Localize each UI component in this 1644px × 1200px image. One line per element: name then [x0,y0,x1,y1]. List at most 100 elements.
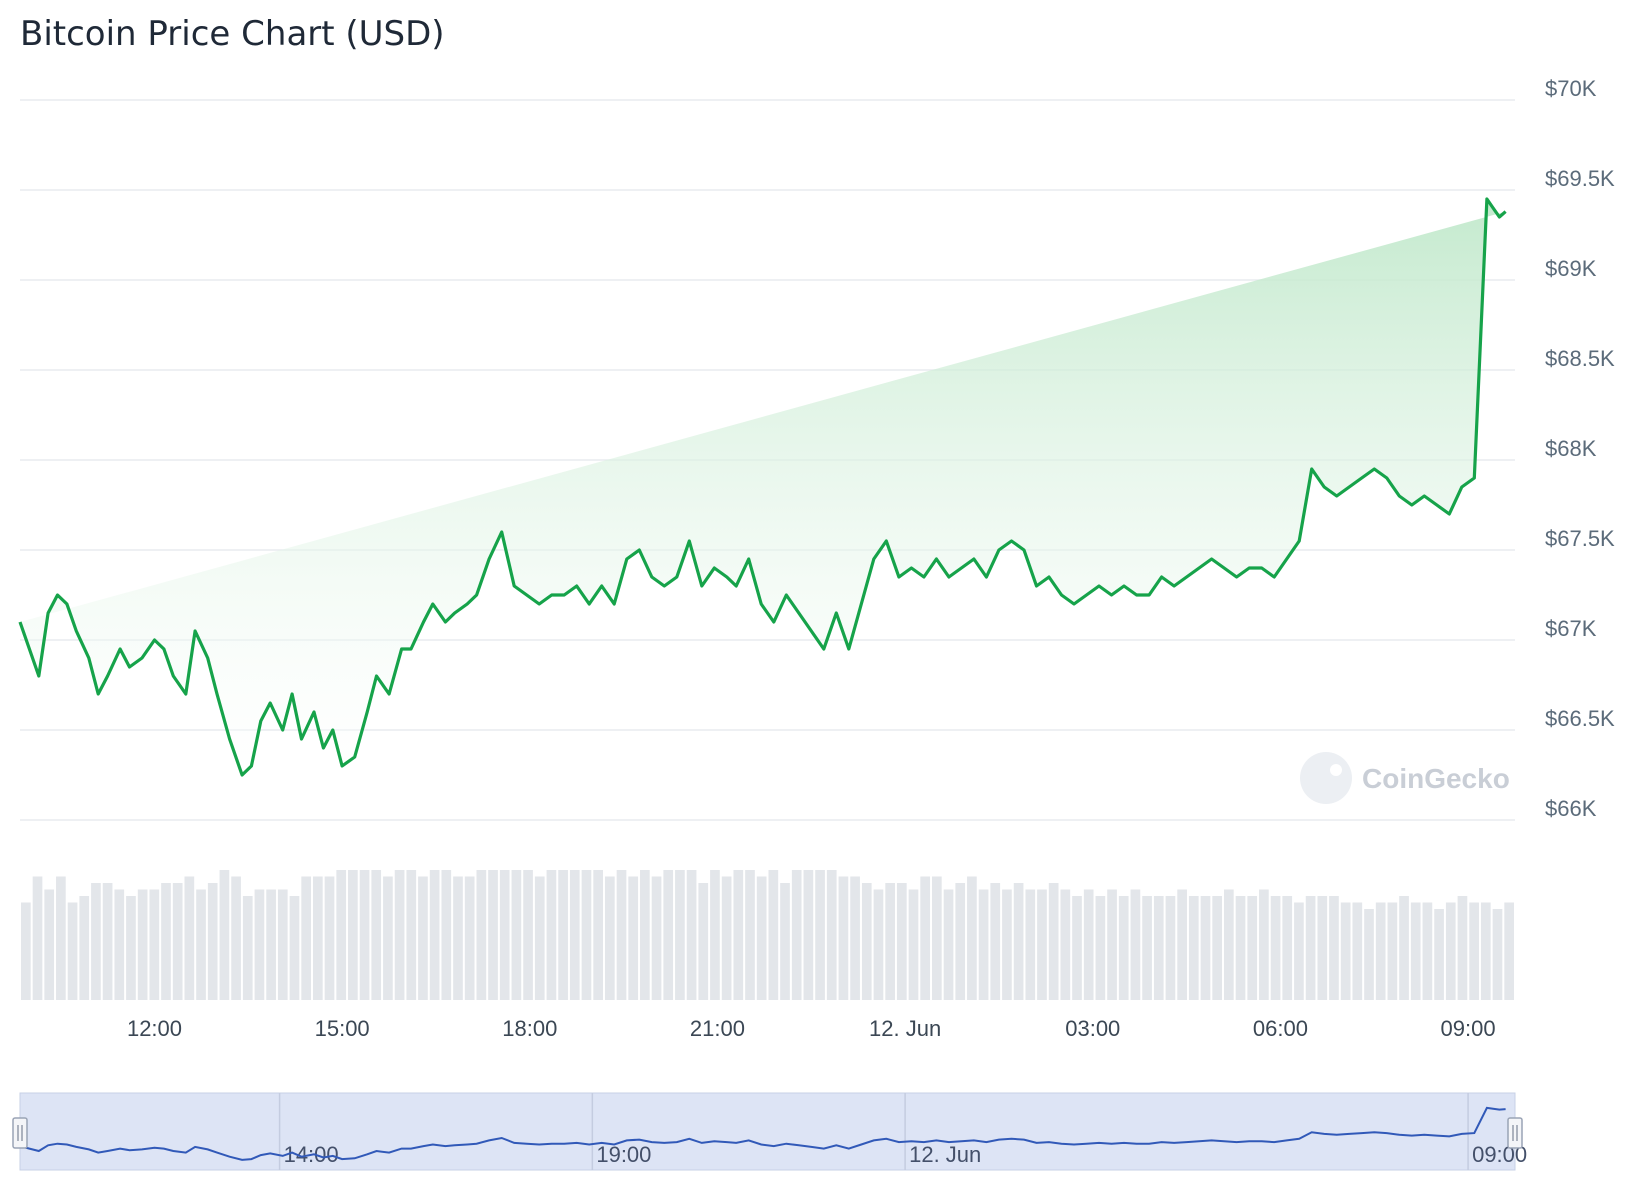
volume-bar [628,876,639,1000]
navigator-line [19,1106,1506,1161]
y-tick-label: $67.5K [1545,526,1615,551]
price-line[interactable] [18,197,1507,777]
navigator-tick-label: 19:00 [596,1142,651,1167]
volume-bar [161,883,171,1000]
volume-bar [768,870,779,1000]
volume-bar [1142,896,1152,1000]
navigator-window[interactable] [19,1092,1516,1171]
volume-bar [1492,909,1503,1000]
volume-bar [1352,902,1363,1000]
volume-bar [359,870,370,1000]
volume-bar [1048,883,1059,1000]
x-tick-label: 15:00 [315,1016,370,1041]
volume-bar [943,889,954,1000]
handle-grip-icon[interactable] [12,1117,28,1149]
volume-bar [172,883,183,1000]
volume-bar [289,896,300,1000]
volume-bar [651,876,662,1000]
volume-bar [1037,889,1047,1000]
volume-bar [675,870,685,1000]
x-tick-label: 18:00 [502,1016,557,1041]
volume-bar [67,902,78,1000]
volume-bar [114,889,125,1000]
volume-bar [1480,902,1491,1000]
volume-bar [908,889,919,1000]
volume-bar [569,870,580,1000]
volume-bar [1329,896,1339,1000]
volume-bar [1235,896,1246,1000]
volume-bar [242,896,253,1000]
volume-bar [826,870,837,1000]
volume-bar [896,883,907,1000]
volume-bar [1013,883,1024,1000]
volume-bar [1083,889,1094,1000]
volume-bar [429,870,440,1000]
volume-bar [604,876,615,1000]
gecko-eye-icon [1330,764,1342,776]
volume-bar [932,876,942,1000]
y-tick-label: $69K [1545,256,1597,281]
volume-bar [336,870,347,1000]
volume-bar [266,889,276,1000]
volume-bar [32,876,43,1000]
volume-bar [406,870,417,1000]
x-tick-label: 12:00 [127,1016,182,1041]
volume-bar [967,876,977,1000]
volume-bar [1130,889,1141,1000]
handle-grip-icon[interactable] [1507,1117,1523,1149]
x-tick-label: 12. Jun [869,1016,941,1041]
volume-bar [873,889,884,1000]
price-area [20,199,1506,775]
volume-bar [686,870,697,1000]
volume-bar [861,883,872,1000]
volume-bar [1469,902,1479,1000]
volume-bars [21,870,1514,1000]
volume-bar [756,876,767,1000]
coingecko-watermark: CoinGecko [1300,752,1510,804]
volume-bar [1504,902,1514,1000]
volume-bar [850,876,860,1000]
gecko-logo-icon [1300,752,1352,804]
x-tick-label: 03:00 [1065,1016,1120,1041]
price-line-group [18,197,1507,777]
volume-bar [838,876,849,1000]
y-tick-label: $66.5K [1545,706,1615,731]
watermark-text: CoinGecko [1362,763,1510,794]
volume-bar [1025,889,1036,1000]
price-area-fill [20,199,1506,775]
y-tick-label: $68K [1545,436,1597,461]
volume-bar [721,876,732,1000]
y-tick-label: $70K [1545,76,1597,101]
navigator-handle-left[interactable] [12,1117,28,1149]
volume-bar [476,870,487,1000]
volume-bar [1002,889,1012,1000]
volume-bar [1270,896,1281,1000]
volume-bar [1107,889,1117,1000]
volume-bar [499,870,510,1000]
volume-bar [640,870,650,1000]
x-tick-label: 09:00 [1441,1016,1496,1041]
volume-bar [453,876,463,1000]
volume-bar [546,870,557,1000]
volume-bar [1340,902,1351,1000]
volume-bar [196,889,206,1000]
volume-bar [1282,896,1293,1000]
volume-bar [1399,896,1409,1000]
volume-bar [978,889,989,1000]
volume-bar [1422,902,1433,1000]
range-navigator[interactable]: 14:00 19:00 12. Jun 09:00 [12,1092,1527,1171]
volume-bar [698,883,709,1000]
navigator-handle-right[interactable] [1507,1117,1523,1149]
volume-bar [231,876,241,1000]
volume-bar [745,870,755,1000]
volume-bar [277,889,288,1000]
volume-bar [593,870,603,1000]
y-tick-label: $66K [1545,796,1597,821]
volume-bar [1118,896,1129,1000]
volume-bar [1212,896,1223,1000]
volume-bar [1445,902,1456,1000]
volume-bar [418,876,428,1000]
volume-bar [780,883,790,1000]
volume-bar [1317,896,1328,1000]
